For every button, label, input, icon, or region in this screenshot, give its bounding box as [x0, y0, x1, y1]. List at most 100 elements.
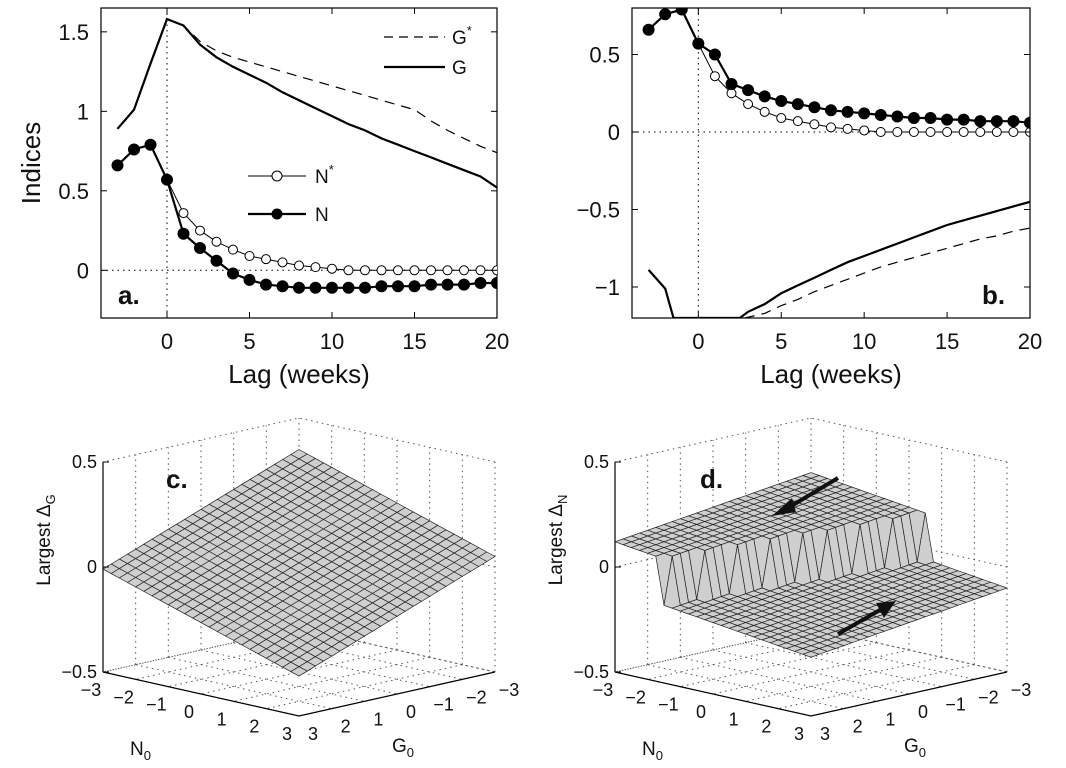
series-2-point — [393, 265, 403, 276]
series-2-point — [310, 262, 321, 273]
n0-tick-label: 3 — [794, 724, 804, 744]
panel-a-xlabel: Lag (weeks) — [228, 359, 370, 389]
floor-gridline-n — [266, 664, 463, 710]
series-3-point — [791, 98, 804, 111]
series-line-1 — [744, 227, 1030, 318]
floor-gridline-g — [680, 656, 877, 702]
g0-tick-label: 3 — [308, 724, 318, 744]
x-tick-label: 15 — [935, 329, 959, 354]
z-tick-label: 0 — [87, 557, 97, 577]
legend-g-label: G — [452, 58, 467, 79]
series-3-point — [941, 113, 954, 126]
series-2-point — [875, 127, 886, 137]
series-2-point — [343, 265, 354, 276]
series-3-point — [708, 48, 721, 61]
series-2-point — [792, 116, 803, 127]
series-2-point — [426, 265, 436, 276]
panel-a-ylabel: Indices — [16, 122, 46, 204]
series-3-point — [742, 84, 755, 97]
y-tick-label: −0.5 — [577, 198, 620, 223]
n0-tick-label: −2 — [113, 687, 134, 707]
series-3-point — [111, 159, 124, 172]
panel-a-label: a. — [118, 280, 140, 310]
y-tick-label: 1.5 — [58, 20, 89, 45]
g0-tick-label: 3 — [820, 724, 830, 744]
series-3-point — [692, 37, 705, 50]
series-2-point — [942, 127, 953, 137]
floor-gridline-g — [712, 649, 910, 695]
panel-c-xlabel: N0 — [130, 739, 151, 763]
x-tick-label: 20 — [1018, 329, 1042, 354]
series-3-point — [375, 280, 388, 293]
x-tick-label: 15 — [402, 329, 426, 354]
x-tick-label: 10 — [320, 329, 344, 354]
floor-gridline-g — [647, 664, 844, 710]
n0-tick-label: 2 — [761, 717, 771, 737]
series-line-0 — [647, 200, 1030, 318]
x-tick-label: 5 — [243, 329, 255, 354]
series-2-point — [244, 251, 255, 261]
series-3-point — [210, 254, 223, 267]
series-2-point — [459, 265, 469, 276]
front-axes — [102, 671, 496, 717]
x-tick-label: 0 — [161, 329, 173, 354]
n0-tick-label: 1 — [217, 709, 227, 729]
n0-tick-label: −1 — [658, 695, 679, 715]
n0-tick-label: 0 — [696, 702, 706, 722]
series-2-point — [261, 254, 271, 265]
panel-b-label: b. — [982, 280, 1005, 310]
series-3-point — [1024, 116, 1030, 129]
panel-a-ticks: 0 5 10 15 20 0 0.5 1 1.5 — [58, 8, 509, 354]
series-2-point — [211, 236, 222, 247]
panel-c-label: c. — [166, 464, 188, 494]
series-2-point — [892, 127, 903, 137]
series-line-1 — [116, 17, 497, 189]
n0-tick-label: −2 — [625, 687, 646, 707]
y-tick-label: −1 — [595, 275, 620, 300]
panel-a-legend-n: N* N — [248, 162, 334, 226]
series-2-point — [842, 123, 853, 134]
g0-tick-label: −3 — [499, 680, 520, 700]
series-3-point — [227, 267, 239, 280]
panel-c-surface — [102, 449, 496, 677]
series-3-point — [675, 8, 688, 16]
series-3-point — [758, 90, 771, 103]
series-3-point — [924, 112, 937, 125]
series-3-point — [293, 281, 305, 294]
series-2-point — [178, 208, 189, 219]
panel-d-arrow-lower — [837, 601, 896, 636]
z-tick-label: 0 — [599, 557, 609, 577]
panel-d-arrow-upper — [772, 476, 840, 516]
floor-gridline-n — [778, 664, 975, 710]
y-tick-label: 0.5 — [589, 43, 620, 68]
panel-d-xlabel: N0 — [642, 739, 663, 763]
panel-c-ylabel: G0 — [392, 736, 414, 760]
series-2-point — [776, 113, 787, 124]
z-tick-label: 0.5 — [584, 452, 609, 472]
series-2-point — [908, 127, 919, 137]
x-tick-label: 10 — [852, 329, 876, 354]
g0-tick-label: 1 — [373, 709, 383, 729]
panel-c-zlabel: Largest ΔG — [34, 494, 58, 585]
floor-gridline-g — [135, 664, 332, 710]
series-3-point — [957, 113, 970, 126]
series-2-point — [409, 265, 420, 276]
series-2-point — [294, 260, 304, 271]
y-tick-label: 0 — [77, 258, 89, 283]
series-3-point — [144, 138, 157, 151]
series-line-2 — [648, 9, 1030, 133]
series-2-point — [859, 125, 870, 136]
series-3-point — [441, 278, 454, 291]
y-tick-label: 1 — [77, 99, 89, 124]
series-2-point — [809, 119, 820, 130]
n0-tick-label: 2 — [249, 717, 259, 737]
series-2-point — [1008, 127, 1019, 137]
surface-cell — [801, 651, 821, 658]
surface-cell — [290, 666, 308, 677]
series-3-point — [177, 227, 190, 240]
legend-n-star-label: N* — [315, 162, 334, 188]
series-2-point — [743, 99, 754, 110]
series-3-point — [425, 278, 437, 291]
